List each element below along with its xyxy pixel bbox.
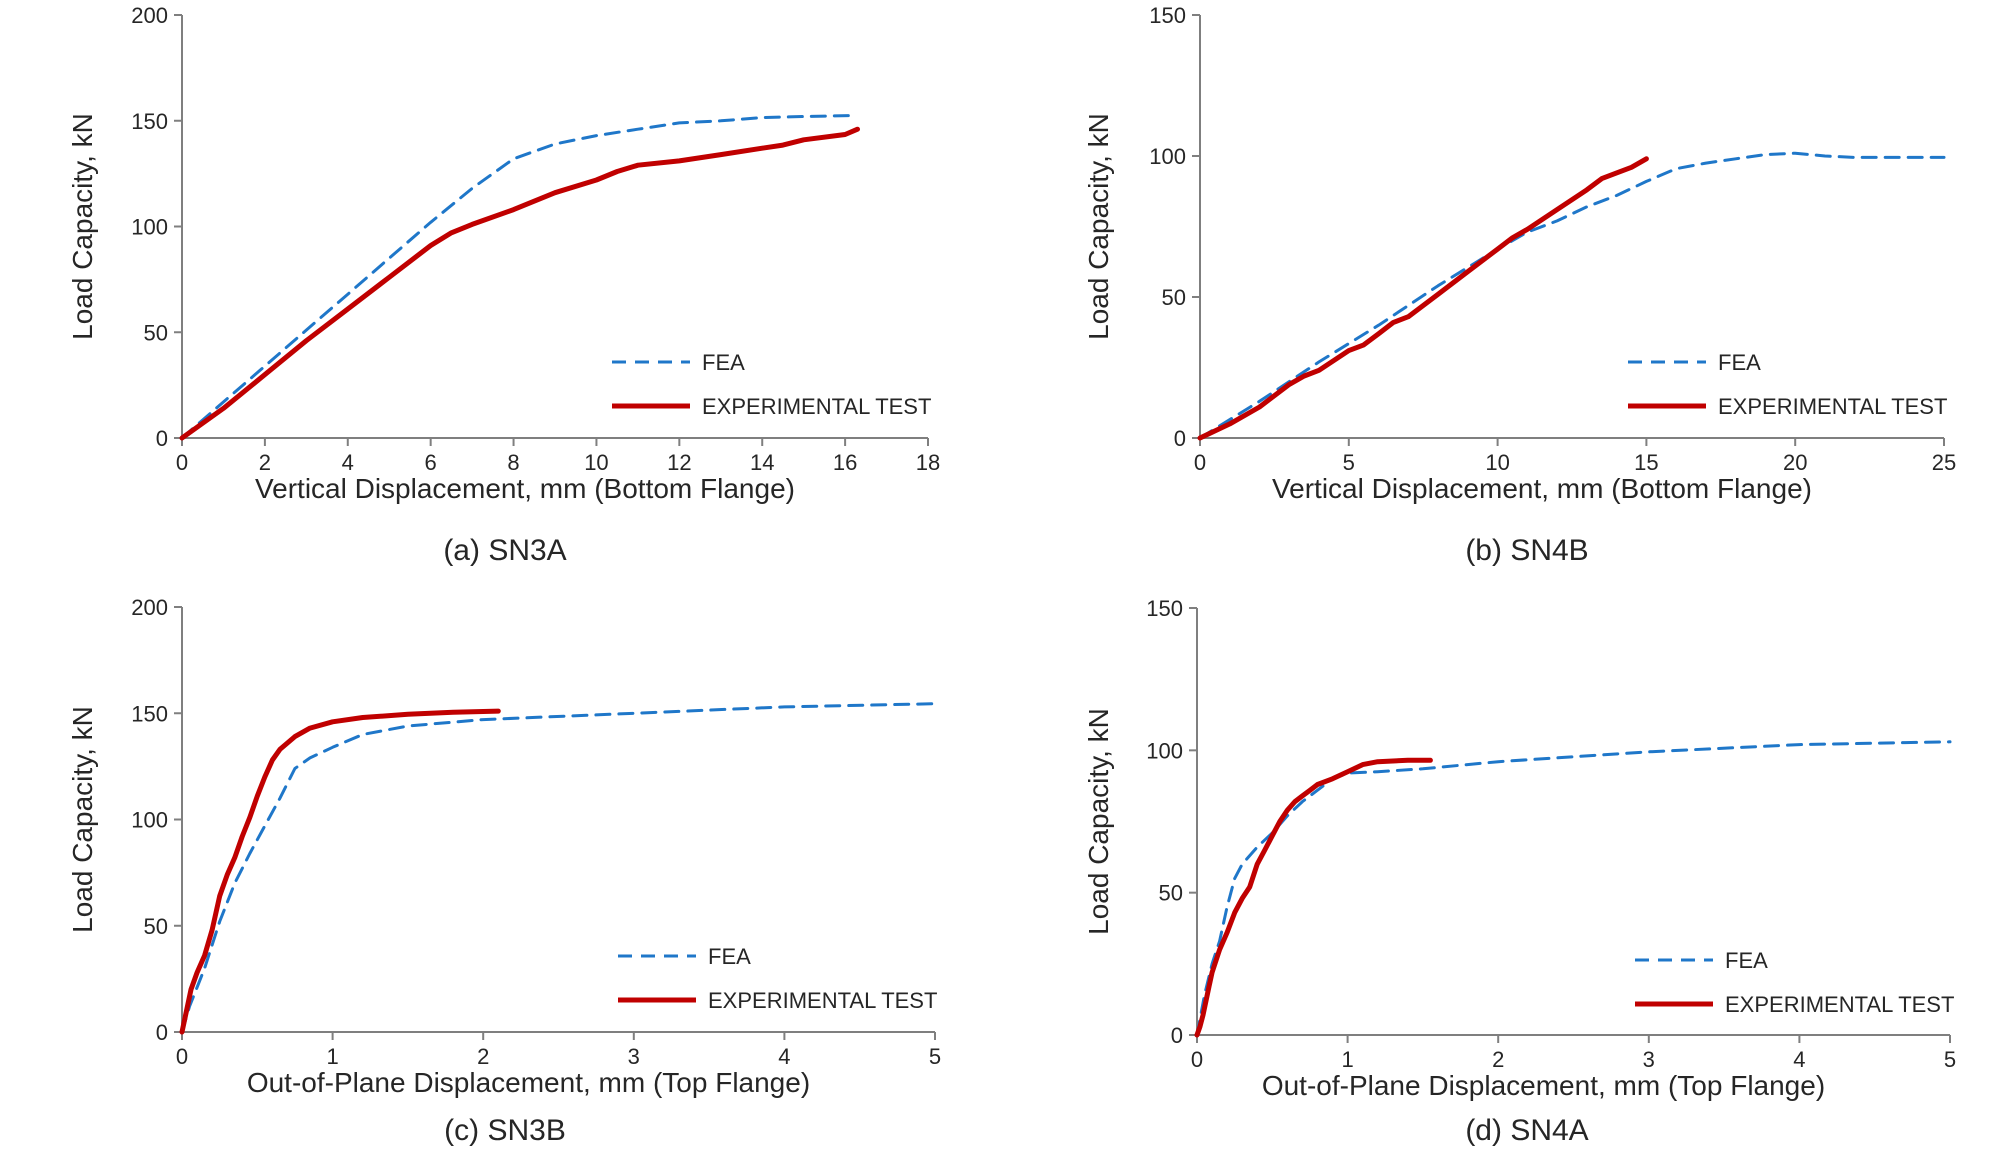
legend-label: FEA [708, 944, 751, 969]
y-tick-label: 0 [1174, 426, 1186, 451]
y-tick-label: 200 [131, 3, 168, 28]
x-tick-label: 14 [750, 450, 774, 475]
experimental-series-line [1194, 757, 1433, 1038]
x-tick-label: 0 [176, 450, 188, 475]
x-tick-label: 10 [1485, 450, 1509, 475]
x-tick-label: 5 [1944, 1047, 1956, 1072]
x-tick-label: 0 [176, 1044, 188, 1069]
panel-caption: (a) SN3A [443, 534, 566, 567]
x-axis-label: Out-of-Plane Displacement, mm (Top Flang… [247, 1067, 810, 1098]
x-tick-label: 16 [833, 450, 857, 475]
x-axis-label: Vertical Displacement, mm (Bottom Flange… [1272, 473, 1812, 504]
x-axis-label: Out-of-Plane Displacement, mm (Top Flang… [1262, 1070, 1825, 1101]
experimental-series-line [179, 126, 860, 441]
legend: FEA EXPERIMENTAL TEST [1635, 948, 1954, 1017]
y-axis-label: Load Capacity, kN [1083, 708, 1114, 935]
chart-a: 0 50 100 150 200 0 2 4 6 8 10 12 14 16 18 Vertical Disp… [67, 3, 940, 567]
y-tick-label: 50 [1159, 881, 1183, 906]
fea-series-line [1198, 151, 1946, 440]
y-tick-label: 150 [131, 701, 168, 726]
y-tick-label: 0 [156, 1020, 168, 1045]
y-tick-label: 50 [144, 914, 168, 939]
legend: FEA EXPERIMENTAL TEST [618, 944, 937, 1013]
legend-label: EXPERIMENTAL TEST [1725, 992, 1954, 1017]
y-tick-label: 50 [1162, 285, 1186, 310]
x-tick-label: 5 [1343, 450, 1355, 475]
legend: FEA EXPERIMENTAL TEST [612, 350, 931, 419]
fea-series-line [1195, 740, 1952, 1037]
x-tick-label: 18 [916, 450, 940, 475]
x-tick-label: 3 [628, 1044, 640, 1069]
x-tick-label: 10 [584, 450, 608, 475]
x-tick-label: 1 [326, 1044, 338, 1069]
y-tick-label: 0 [1171, 1023, 1183, 1048]
x-axis-label: Vertical Displacement, mm (Bottom Flange… [255, 473, 795, 504]
y-tick-label: 100 [131, 215, 168, 240]
panel-caption: (d) SN4A [1465, 1114, 1588, 1147]
legend-label: FEA [1725, 948, 1768, 973]
fea-series-line [180, 702, 937, 1034]
chart-b: 0 50 100 150 0 5 10 15 20 25 Vertical Displacement… [1083, 3, 1956, 567]
experimental-series-line [1197, 156, 1649, 441]
legend: FEA EXPERIMENTAL TEST [1628, 350, 1947, 419]
x-tick-label: 4 [778, 1044, 790, 1069]
panel-caption: (b) SN4B [1465, 534, 1588, 567]
x-tick-label: 1 [1341, 1047, 1353, 1072]
legend-label: EXPERIMENTAL TEST [702, 394, 931, 419]
x-tick-label: 5 [929, 1044, 941, 1069]
x-tick-label: 12 [667, 450, 691, 475]
y-axis-label: Load Capacity, kN [67, 706, 98, 933]
fea-series-line [180, 114, 855, 440]
x-tick-label: 0 [1191, 1047, 1203, 1072]
y-tick-label: 150 [1146, 596, 1183, 621]
legend-label: EXPERIMENTAL TEST [1718, 394, 1947, 419]
x-tick-label: 25 [1932, 450, 1956, 475]
y-tick-label: 100 [1149, 144, 1186, 169]
y-tick-label: 50 [144, 320, 168, 345]
y-tick-label: 150 [1149, 3, 1186, 28]
x-tick-label: 4 [342, 450, 354, 475]
y-tick-label: 0 [156, 426, 168, 451]
x-tick-label: 2 [1492, 1047, 1504, 1072]
y-axis-label: Load Capacity, kN [67, 113, 98, 340]
y-tick-label: 100 [1146, 738, 1183, 763]
x-tick-label: 6 [425, 450, 437, 475]
x-tick-label: 3 [1643, 1047, 1655, 1072]
experimental-series-line [179, 708, 501, 1035]
legend-label: FEA [1718, 350, 1761, 375]
legend-label: EXPERIMENTAL TEST [708, 988, 937, 1013]
y-tick-label: 150 [131, 109, 168, 134]
legend-label: FEA [702, 350, 745, 375]
x-tick-label: 8 [507, 450, 519, 475]
x-tick-label: 2 [259, 450, 271, 475]
panel-caption: (c) SN3B [444, 1114, 566, 1147]
x-tick-label: 0 [1194, 450, 1206, 475]
x-tick-label: 4 [1793, 1047, 1805, 1072]
y-axis-label: Load Capacity, kN [1083, 113, 1114, 340]
chart-c: 0 50 100 150 200 0 1 2 3 4 5 Out-of-Plane Displacem… [67, 595, 941, 1147]
x-tick-label: 15 [1634, 450, 1658, 475]
y-tick-label: 100 [131, 808, 168, 833]
x-tick-label: 20 [1783, 450, 1807, 475]
chart-d: 0 50 100 150 0 1 2 3 4 5 Out-of-Plane Displacement… [1083, 596, 1956, 1147]
y-tick-label: 200 [131, 595, 168, 620]
x-tick-label: 2 [477, 1044, 489, 1069]
